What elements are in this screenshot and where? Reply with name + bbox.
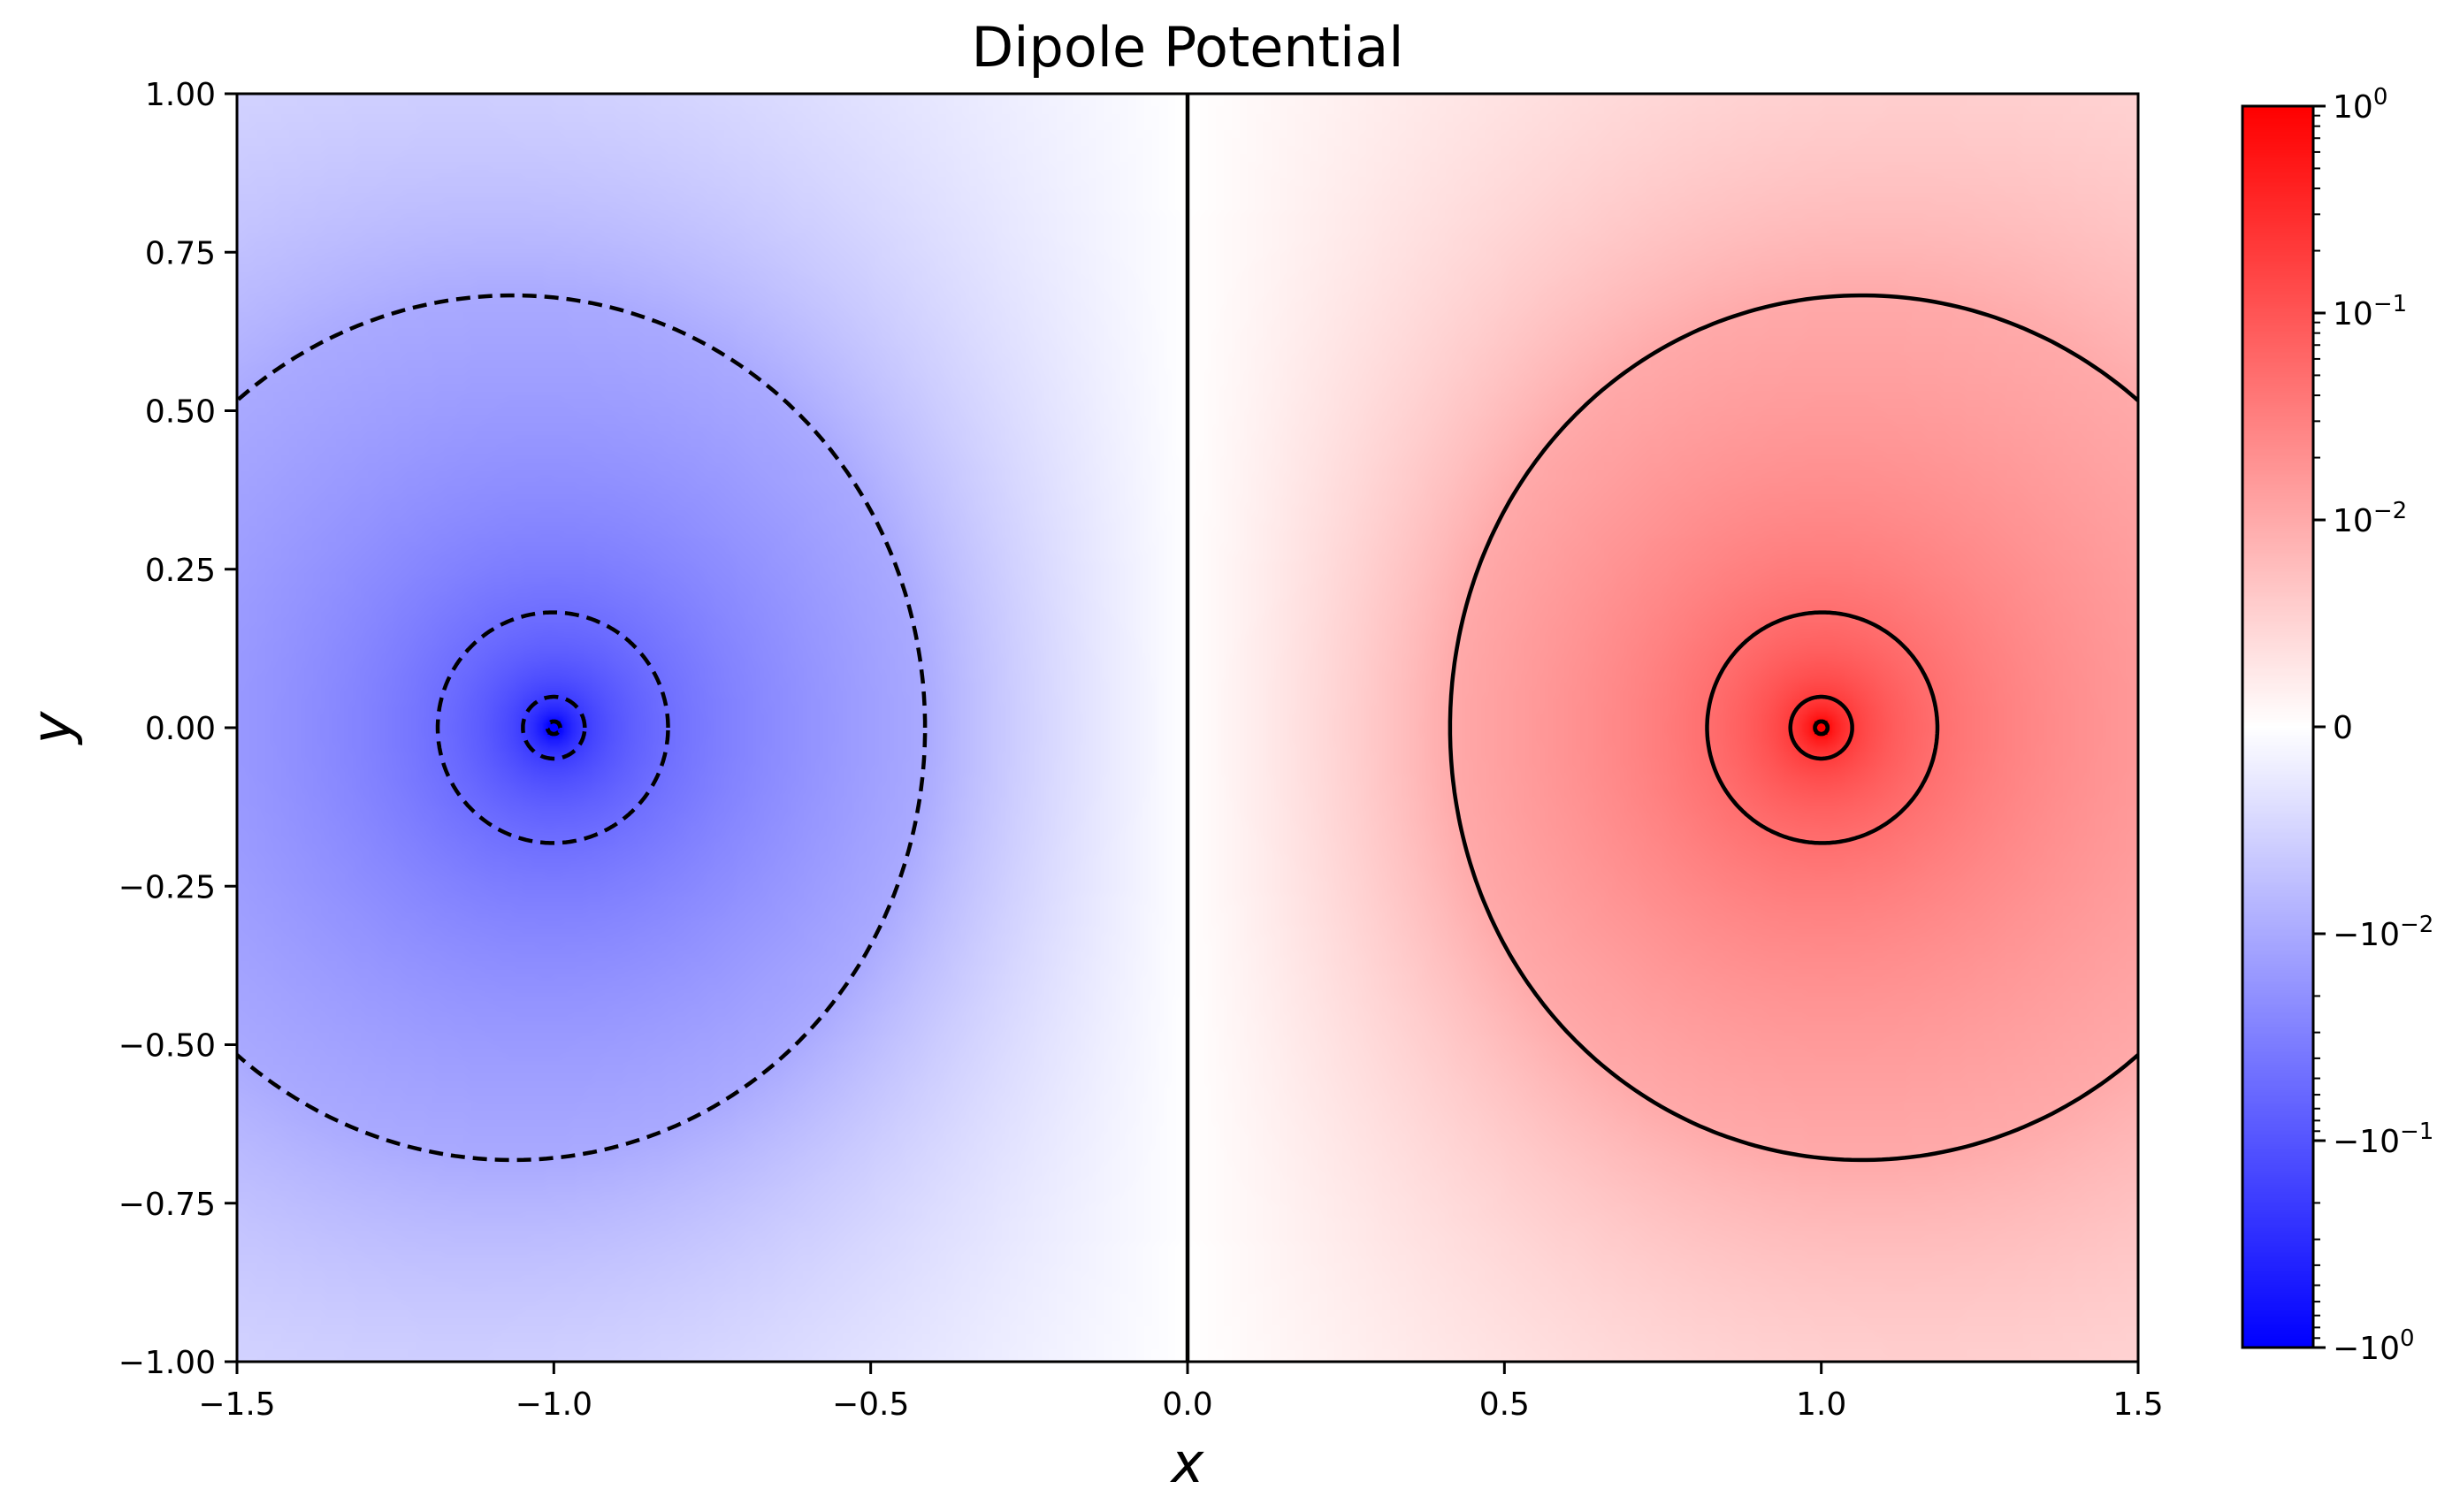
- contour-line: [1448, 293, 2138, 1163]
- x-tick-label: −0.5: [832, 1386, 909, 1423]
- y-axis-label: y: [19, 710, 84, 745]
- colorbar-tick-label: −10−1: [2333, 1119, 2433, 1160]
- colorbar-ticks: 100 10−1 10−2 0 −10−2 −10−1 −100: [2313, 84, 2433, 1367]
- y-axis: −1.00 −0.75 −0.50 −0.25 0.00 0.25 0.50 0.75 1.00: [118, 77, 237, 1381]
- y-tick-label: 0.25: [145, 553, 216, 589]
- colorbar-tick-label: −10−2: [2333, 912, 2433, 953]
- contour-line: [521, 694, 587, 761]
- contour-line: [1705, 610, 1940, 845]
- y-tick-label: 1.00: [145, 77, 216, 113]
- y-tick-label: −1.00: [118, 1345, 216, 1381]
- colorbar-gradient: [2242, 106, 2313, 1348]
- contour-line: [1813, 719, 1830, 737]
- chart-title: Dipole Potential: [972, 15, 1404, 80]
- x-tick-label: 0.5: [1479, 1386, 1530, 1423]
- contour-line: [545, 719, 562, 737]
- contour-line: [435, 610, 670, 845]
- colorbar-tick-label: 100: [2333, 84, 2387, 126]
- y-tick-label: 0.00: [145, 711, 216, 747]
- colorbar-tick-label: 0: [2333, 710, 2353, 746]
- contour-line: [237, 293, 928, 1163]
- colorbar: 100 10−1 10−2 0 −10−2 −10−1 −100: [2241, 84, 2433, 1367]
- x-tick-label: −1.5: [198, 1386, 275, 1423]
- x-axis-label: x: [1170, 1431, 1205, 1495]
- colorbar-tick-label: −100: [2333, 1325, 2415, 1367]
- x-tick-label: 0.0: [1162, 1386, 1212, 1423]
- x-tick-label: 1.0: [1796, 1386, 1846, 1423]
- y-tick-label: −0.25: [118, 869, 216, 905]
- colorbar-tick-label: 10−2: [2333, 498, 2407, 539]
- x-tick-label: −1.0: [516, 1386, 592, 1423]
- y-tick-label: −0.75: [118, 1187, 216, 1223]
- y-tick-label: 0.50: [145, 394, 216, 431]
- plot-area: [235, 92, 2140, 1363]
- y-tick-label: −0.50: [118, 1028, 216, 1065]
- x-axis: −1.5 −1.0 −0.5 0.0 0.5 1.0 1.5: [198, 1362, 2164, 1423]
- contour-lines: [237, 94, 2138, 1362]
- x-tick-label: 1.5: [2112, 1386, 2163, 1423]
- contour-line: [1788, 694, 1854, 761]
- y-tick-label: 0.75: [145, 235, 216, 271]
- colorbar-tick-label: 10−1: [2333, 291, 2407, 332]
